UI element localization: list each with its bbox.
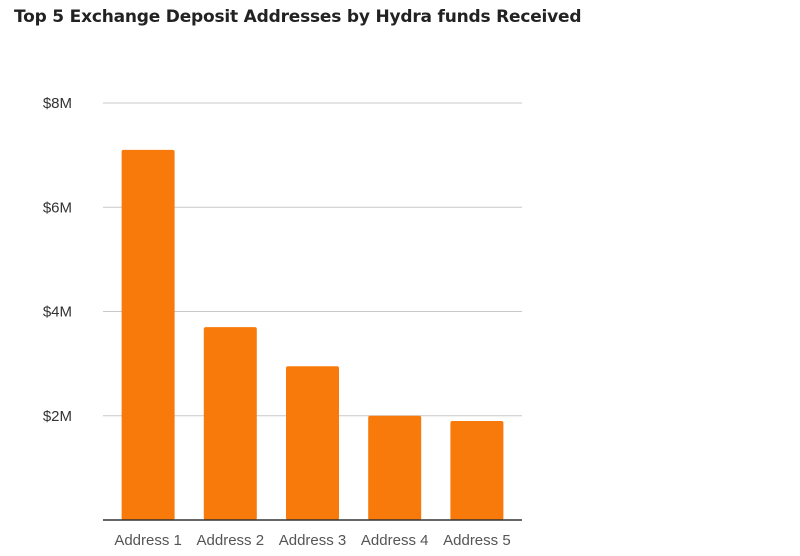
y-tick-label: $6M	[43, 199, 72, 216]
x-axis-ticks: Address 1 Address 2 Address 3 Address 4 Addr…	[114, 532, 510, 549]
bar	[368, 415, 422, 520]
bar	[450, 420, 504, 520]
chart-title: Top 5 Exchange Deposit Addresses by Hydr…	[14, 7, 582, 27]
bars	[121, 149, 504, 520]
bar	[203, 327, 257, 520]
x-tick-label: Address 4	[361, 532, 429, 549]
y-tick-label: $2M	[43, 408, 72, 425]
x-tick-label: Address 5	[443, 532, 511, 549]
y-tick-label: $8M	[43, 95, 72, 112]
y-tick-label: $4M	[43, 304, 72, 321]
y-axis-ticks: $2M $4M $6M $8M	[43, 95, 72, 425]
x-tick-label: Address 2	[197, 532, 265, 549]
bar	[121, 149, 175, 520]
x-tick-label: Address 1	[114, 532, 182, 549]
bar	[286, 366, 339, 520]
x-tick-label: Address 3	[279, 532, 347, 549]
